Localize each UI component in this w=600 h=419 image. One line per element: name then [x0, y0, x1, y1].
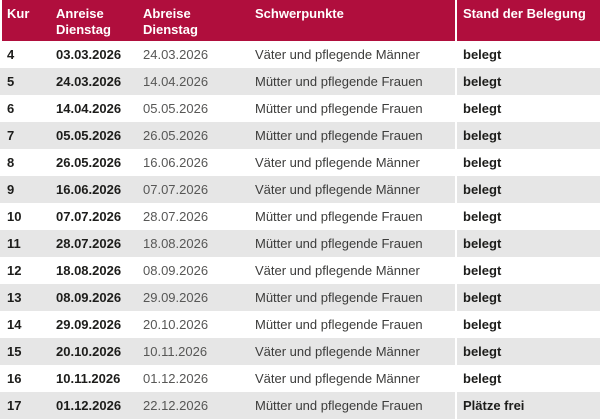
- cell-kur: 16: [7, 371, 22, 386]
- cell-stand: belegt: [455, 284, 600, 311]
- cell-schwerpunkt: Mütter und pflegende Frauen: [255, 290, 423, 305]
- cell-anreise: 16.06.2026: [56, 182, 122, 197]
- header-cell-abreise: Abreise Dienstag: [137, 0, 228, 41]
- cell-abreise: 08.09.2026: [143, 263, 209, 278]
- cell-schwerpunkt: Mütter und pflegende Frauen: [255, 101, 423, 116]
- cell-schwerpunkt: Väter und pflegende Männer: [255, 182, 420, 197]
- cell-anreise: 03.03.2026: [56, 47, 122, 62]
- header-cell-schwerpunkte: Schwerpunkte: [228, 0, 455, 41]
- cell-stand: belegt: [455, 203, 600, 230]
- table-row: 10 07.07.2026 28.07.2026 Mütter und pflegen…: [0, 203, 600, 230]
- cell-kur: 11: [7, 236, 21, 251]
- cell-stand: belegt: [455, 95, 600, 122]
- table-header-row: Kur Anreise Dienstag Abreise Dienstag Sc…: [0, 0, 600, 41]
- header-sublabel-abreise: Dienstag: [143, 22, 198, 37]
- cell-stand: belegt: [455, 41, 600, 68]
- header-sublabel-anreise: Dienstag: [56, 22, 111, 37]
- header-cell-stand: Stand der Belegung: [455, 0, 600, 41]
- cell-anreise: 28.07.2026: [56, 236, 122, 251]
- header-label-schwerpunkte: Schwerpunkte: [255, 6, 344, 21]
- cell-anreise: 01.12.2026: [56, 398, 122, 413]
- table-row: 6 14.04.2026 05.05.2026 Mütter und pflegend…: [0, 95, 600, 122]
- table-row: 12 18.08.2026 08.09.2026 Väter und pflegend…: [0, 257, 600, 284]
- table-row: 4 03.03.2026 24.03.2026 Väter und pflegende…: [0, 41, 600, 68]
- cell-abreise: 18.08.2026: [143, 236, 209, 251]
- cell-stand: belegt: [455, 257, 600, 284]
- cell-abreise: 01.12.2026: [143, 371, 209, 386]
- cell-schwerpunkt: Väter und pflegende Männer: [255, 47, 420, 62]
- cell-kur: 12: [7, 263, 22, 278]
- cell-anreise: 24.03.2026: [56, 74, 122, 89]
- table-row: 15 20.10.2026 10.11.2026 Väter und pflegend…: [0, 338, 600, 365]
- cell-schwerpunkt: Mütter und pflegende Frauen: [255, 74, 423, 89]
- table-row: 8 26.05.2026 16.06.2026 Väter und pflegende…: [0, 149, 600, 176]
- cell-abreise: 07.07.2026: [143, 182, 209, 197]
- cell-kur: 9: [7, 182, 15, 197]
- cell-stand: belegt: [455, 176, 600, 203]
- cell-stand: belegt: [455, 365, 600, 392]
- cell-kur: 6: [7, 101, 15, 116]
- cell-abreise: 24.03.2026: [143, 47, 209, 62]
- cell-anreise: 08.09.2026: [56, 290, 122, 305]
- cell-stand: Plätze frei: [455, 392, 600, 419]
- cell-schwerpunkt: Väter und pflegende Männer: [255, 371, 420, 386]
- header-label-abreise: Abreise: [143, 6, 191, 21]
- cell-schwerpunkt: Mütter und pflegende Frauen: [255, 128, 423, 143]
- table-row: 5 24.03.2026 14.04.2026 Mütter und pflegend…: [0, 68, 600, 95]
- cell-anreise: 07.07.2026: [56, 209, 122, 224]
- cell-abreise: 16.06.2026: [143, 155, 209, 170]
- cell-kur: 4: [7, 47, 15, 62]
- cell-kur: 15: [7, 344, 22, 359]
- cell-stand: belegt: [455, 230, 600, 257]
- table-body: 4 03.03.2026 24.03.2026 Väter und pflegende…: [0, 41, 600, 419]
- cell-stand: belegt: [455, 122, 600, 149]
- table-row: 16 10.11.2026 01.12.2026 Väter und pflegend…: [0, 365, 600, 392]
- cell-stand: belegt: [455, 149, 600, 176]
- header-label-anreise: Anreise: [56, 6, 104, 21]
- cell-anreise: 18.08.2026: [56, 263, 122, 278]
- cell-stand: belegt: [455, 338, 600, 365]
- header-label-stand: Stand der Belegung: [463, 6, 586, 21]
- cell-abreise: 14.04.2026: [143, 74, 209, 89]
- cell-schwerpunkt: Mütter und pflegende Frauen: [255, 236, 423, 251]
- cell-kur: 17: [7, 398, 22, 413]
- cell-kur: 13: [7, 290, 22, 305]
- header-label-kur: Kur: [7, 6, 30, 21]
- cell-abreise: 29.09.2026: [143, 290, 209, 305]
- table-row: 14 29.09.2026 20.10.2026 Mütter und pflegen…: [0, 311, 600, 338]
- cell-anreise: 20.10.2026: [56, 344, 122, 359]
- cell-abreise: 26.05.2026: [143, 128, 209, 143]
- cell-anreise: 26.05.2026: [56, 155, 122, 170]
- cell-abreise: 10.11.2026: [143, 344, 208, 359]
- cell-anreise: 05.05.2026: [56, 128, 122, 143]
- cell-kur: 8: [7, 155, 15, 170]
- table-row: 13 08.09.2026 29.09.2026 Mütter und pflegen…: [0, 284, 600, 311]
- table-row: 9 16.06.2026 07.07.2026 Väter und pflegende…: [0, 176, 600, 203]
- cell-anreise: 10.11.2026: [56, 371, 121, 386]
- cell-schwerpunkt: Mütter und pflegende Frauen: [255, 209, 423, 224]
- table-row: 7 05.05.2026 26.05.2026 Mütter und pflegend…: [0, 122, 600, 149]
- table-row: 11 28.07.2026 18.08.2026 Mütter und pflegen…: [0, 230, 600, 257]
- cell-abreise: 20.10.2026: [143, 317, 209, 332]
- cell-schwerpunkt: Väter und pflegende Männer: [255, 344, 420, 359]
- cell-schwerpunkt: Mütter und pflegende Frauen: [255, 317, 423, 332]
- cell-abreise: 28.07.2026: [143, 209, 209, 224]
- cell-kur: 5: [7, 74, 15, 89]
- cell-kur: 14: [7, 317, 22, 332]
- cell-anreise: 29.09.2026: [56, 317, 122, 332]
- cell-abreise: 22.12.2026: [143, 398, 209, 413]
- cell-schwerpunkt: Väter und pflegende Männer: [255, 263, 420, 278]
- cell-schwerpunkt: Väter und pflegende Männer: [255, 155, 420, 170]
- cell-anreise: 14.04.2026: [56, 101, 122, 116]
- cell-stand: belegt: [455, 311, 600, 338]
- table-row: 17 01.12.2026 22.12.2026 Mütter und pflegen…: [0, 392, 600, 419]
- cell-kur: 7: [7, 128, 15, 143]
- cell-schwerpunkt: Mütter und pflegende Frauen: [255, 398, 423, 413]
- cell-stand: belegt: [455, 68, 600, 95]
- cell-kur: 10: [7, 209, 22, 224]
- cell-abreise: 05.05.2026: [143, 101, 209, 116]
- header-cell-kur: Kur: [0, 0, 49, 41]
- header-cell-anreise: Anreise Dienstag: [49, 0, 137, 41]
